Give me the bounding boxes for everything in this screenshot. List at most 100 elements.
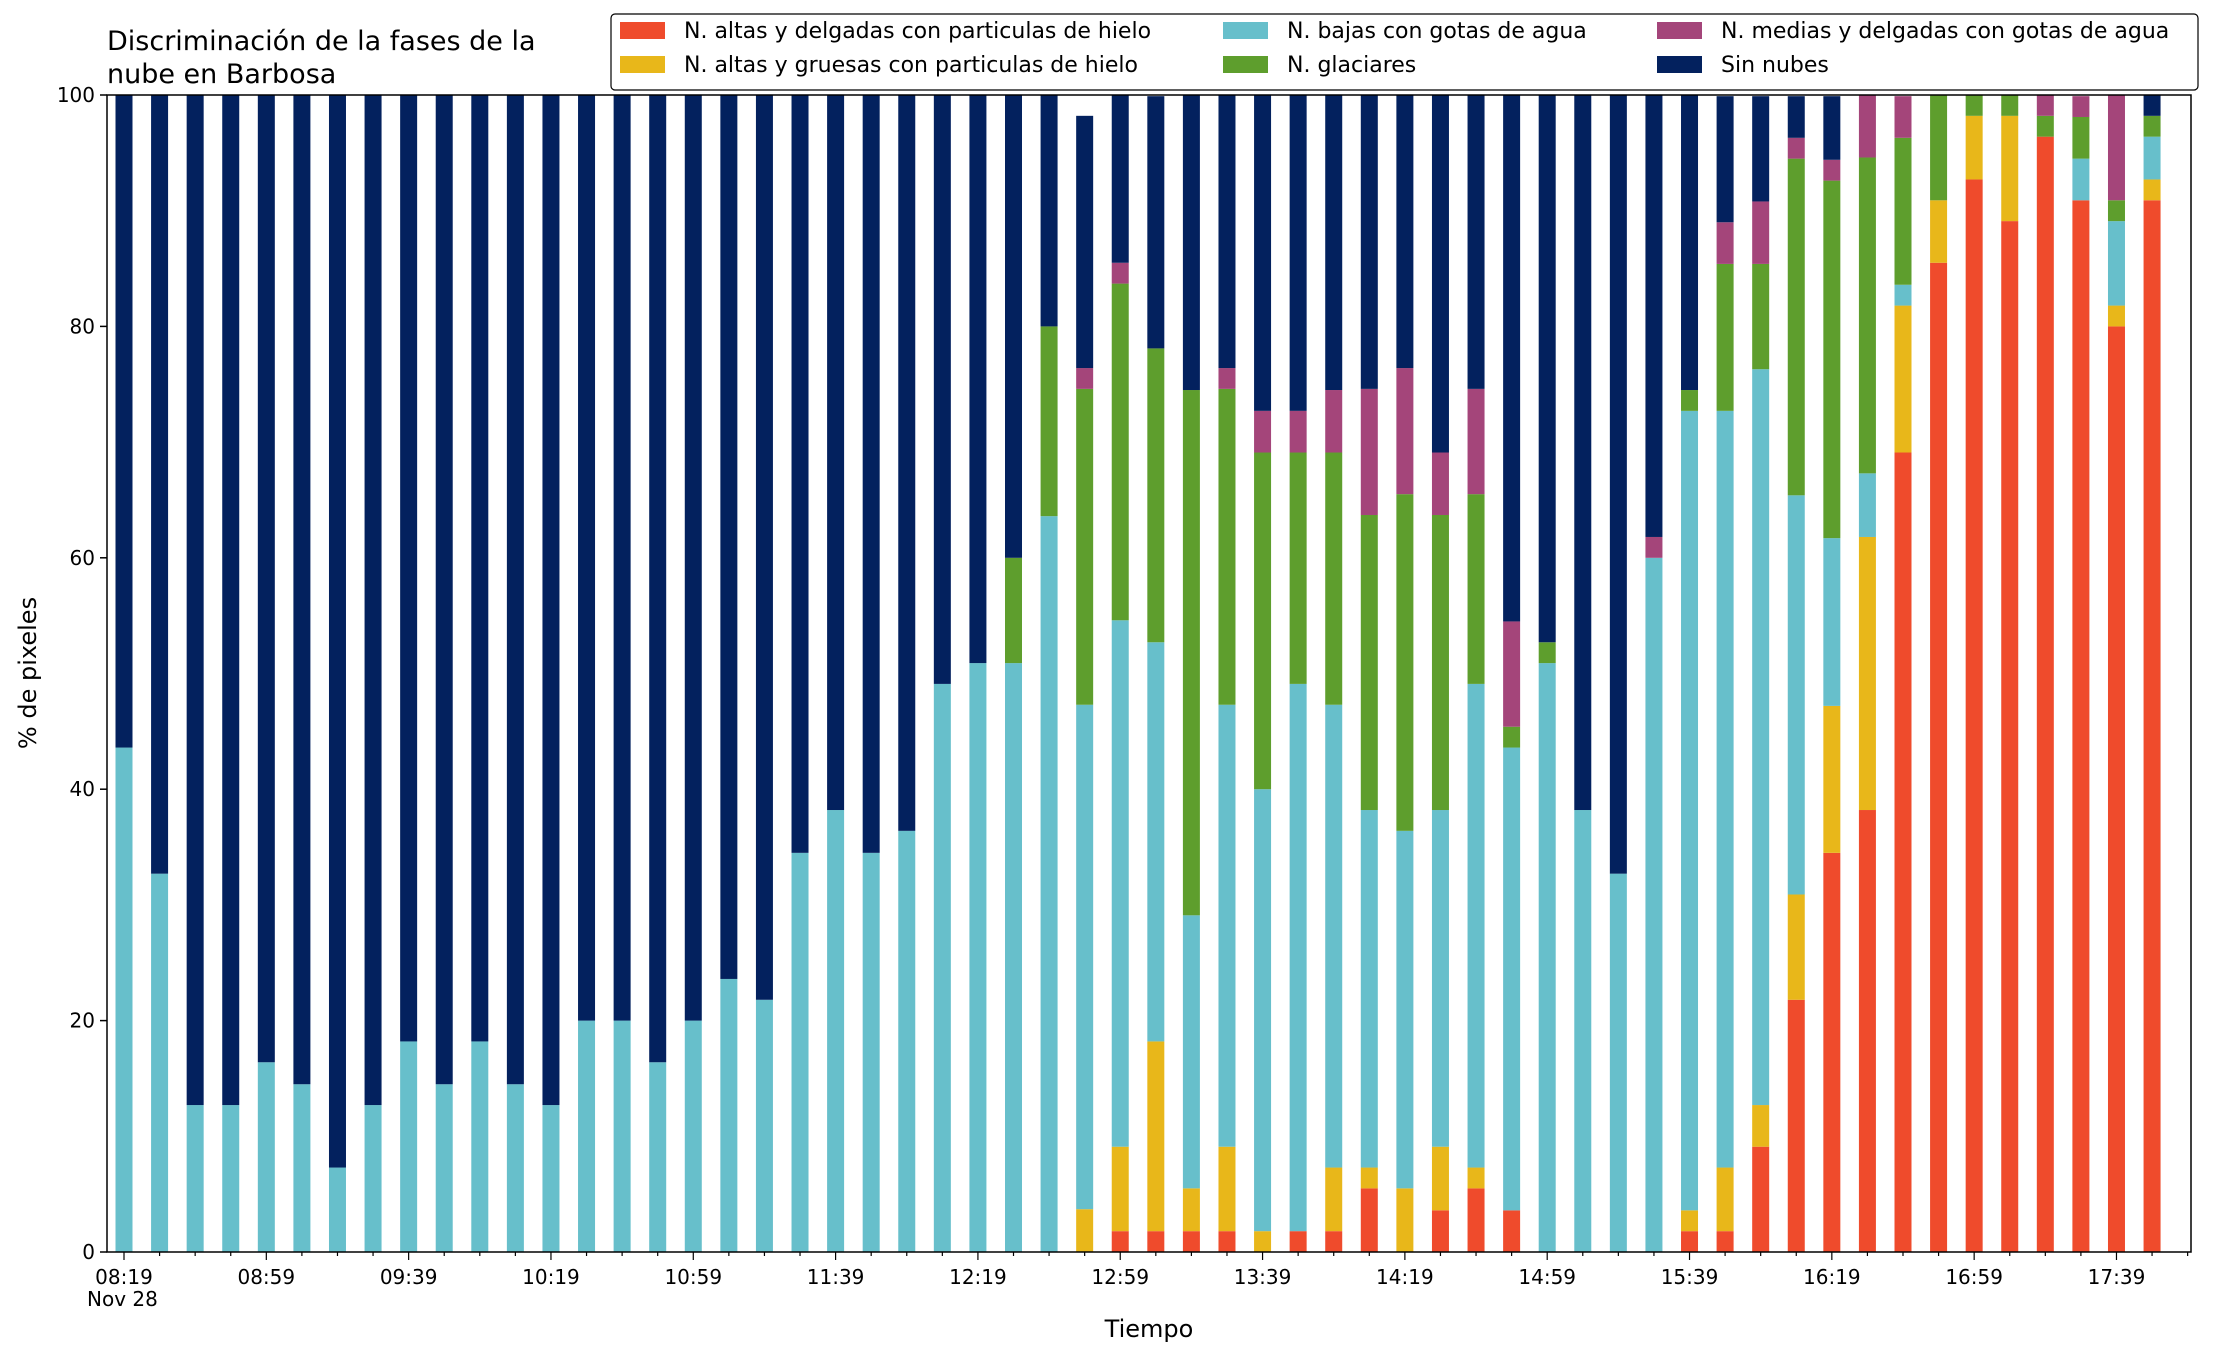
bar-segment-s5-22 — [898, 95, 916, 831]
bar-segment-s0-55 — [2072, 200, 2090, 1252]
bar-segment-s1-36 — [1396, 1188, 1414, 1252]
x-tick-label-3: 10:19 — [522, 1265, 580, 1289]
bar-segment-s5-28 — [1111, 95, 1129, 263]
legend-frame — [610, 13, 2199, 91]
bar-segment-s2-57 — [2143, 136, 2161, 180]
bar-segment-s2-50 — [1894, 284, 1912, 306]
bar-segment-s2-16 — [684, 1020, 702, 1252]
legend-label-2: N. bajas con gotas de agua — [1287, 19, 1587, 44]
bar-segment-s5-19 — [791, 95, 809, 853]
bar-segment-s3-55 — [2072, 116, 2090, 159]
bar-segment-s4-56 — [2107, 95, 2125, 201]
y-axis: 0 20 40 60 80 100 — [57, 83, 107, 1264]
y-tick-label-1: 20 — [70, 1009, 95, 1033]
bar-segment-s1-31 — [1218, 1146, 1236, 1232]
bar-segment-s4-55 — [2072, 96, 2090, 117]
bar-segment-s4-37 — [1431, 452, 1449, 515]
bar-segment-s3-50 — [1894, 137, 1912, 285]
bar-segment-s5-3 — [222, 95, 240, 1106]
bar-segment-s0-50 — [1894, 452, 1912, 1252]
bar-segment-s3-27 — [1076, 388, 1094, 705]
bar-segment-s4-45 — [1716, 222, 1734, 264]
x-tick-label-12: 16:19 — [1803, 1265, 1861, 1289]
bar-segment-s2-36 — [1396, 830, 1414, 1189]
bar-segment-s5-32 — [1254, 95, 1272, 411]
x-tick-label-9: 14:19 — [1376, 1265, 1434, 1289]
bar-segment-s0-56 — [2107, 326, 2125, 1252]
bar-segment-s1-34 — [1325, 1167, 1343, 1232]
legend-label-3: N. glaciares — [1287, 53, 1416, 78]
bar-segment-s2-27 — [1076, 704, 1094, 1210]
legend-label-5: Sin nubes — [1721, 53, 1829, 78]
bar-segment-s5-35 — [1360, 95, 1378, 389]
bar-segment-s5-12 — [542, 95, 560, 1106]
y-tick-label-5: 100 — [57, 83, 95, 107]
bar-segment-s0-49 — [1858, 810, 1876, 1252]
bar-segment-s3-49 — [1858, 157, 1876, 474]
bar-segment-s0-31 — [1218, 1231, 1236, 1252]
bar-segment-s0-48 — [1823, 852, 1841, 1252]
bar-segment-s2-55 — [2072, 158, 2090, 201]
legend-label-0: N. altas y delgadas con particulas de hi… — [684, 19, 1151, 44]
bar-segment-s2-7 — [364, 1105, 382, 1252]
bar-segment-s5-48 — [1823, 96, 1841, 160]
bar-segment-s3-53 — [2001, 95, 2019, 116]
bar-segment-s1-47 — [1787, 894, 1805, 1000]
bar-segment-s1-32 — [1254, 1231, 1272, 1252]
x-tick-label-13: 16:59 — [1945, 1265, 2003, 1289]
bar-segment-s4-46 — [1752, 201, 1770, 264]
bar-segment-s0-33 — [1289, 1231, 1307, 1252]
bar-segment-s5-18 — [755, 95, 773, 1000]
bar-segment-s2-47 — [1787, 495, 1805, 895]
bar-segment-s5-47 — [1787, 96, 1805, 138]
bar-segment-s3-32 — [1254, 452, 1272, 790]
bar-segment-s2-24 — [969, 663, 987, 1252]
bar-segment-s3-36 — [1396, 494, 1414, 831]
bar-segment-s0-46 — [1752, 1146, 1770, 1252]
bar-segment-s5-4 — [257, 95, 275, 1063]
bar-segment-s5-30 — [1182, 95, 1200, 391]
bar-segment-s2-4 — [257, 1062, 275, 1252]
bar-segment-s1-44 — [1681, 1210, 1699, 1232]
bar-segment-s2-19 — [791, 852, 809, 1252]
bar-segment-s2-56 — [2107, 221, 2125, 306]
bar-segment-s2-8 — [400, 1041, 418, 1252]
bar-segment-s4-48 — [1823, 159, 1841, 181]
bar-segment-s1-27 — [1076, 1209, 1094, 1252]
bar-segment-s3-56 — [2107, 200, 2125, 222]
bar-segment-s2-39 — [1503, 747, 1521, 1211]
bar-segment-s0-35 — [1360, 1188, 1378, 1252]
bar-segment-s4-31 — [1218, 368, 1236, 389]
bar-segment-s1-49 — [1858, 536, 1876, 811]
bar-segment-s2-41 — [1574, 810, 1592, 1252]
bar-segment-s0-37 — [1431, 1210, 1449, 1252]
bar-segment-s4-35 — [1360, 388, 1378, 515]
legend-swatch-0 — [620, 22, 665, 39]
bar-segment-s5-7 — [364, 95, 382, 1106]
bar-segment-s2-10 — [471, 1041, 489, 1252]
bar-segment-s0-28 — [1111, 1231, 1129, 1252]
bar-segment-s4-43 — [1645, 536, 1663, 558]
legend-label-1: N. altas y gruesas con particulas de hie… — [684, 53, 1138, 78]
x-tick-label-4: 10:59 — [664, 1265, 722, 1289]
bar-segment-s1-29 — [1147, 1041, 1165, 1232]
bar-segment-s3-45 — [1716, 263, 1734, 411]
bar-segment-s2-37 — [1431, 810, 1449, 1147]
y-tick-label-2: 40 — [70, 777, 95, 801]
bar-segment-s0-53 — [2001, 221, 2019, 1253]
bar-segment-s2-3 — [222, 1105, 240, 1252]
y-axis-label: % de pixeles — [14, 597, 42, 749]
bar-segment-s0-44 — [1681, 1231, 1699, 1252]
bar-segment-s5-40 — [1538, 95, 1556, 643]
bar-segment-s2-23 — [933, 683, 951, 1252]
bar-segment-s2-20 — [827, 810, 845, 1252]
bar-segment-s5-57 — [2143, 95, 2161, 116]
bar-segment-s5-17 — [720, 95, 738, 979]
x-tick-label-2: 09:39 — [380, 1265, 438, 1289]
bar-segment-s2-25 — [1005, 663, 1022, 1252]
bar-segment-s2-38 — [1467, 683, 1485, 1168]
bar-segment-s5-13 — [578, 95, 596, 1021]
bar-segment-s0-34 — [1325, 1231, 1343, 1252]
bar-segment-s0-57 — [2143, 200, 2161, 1252]
